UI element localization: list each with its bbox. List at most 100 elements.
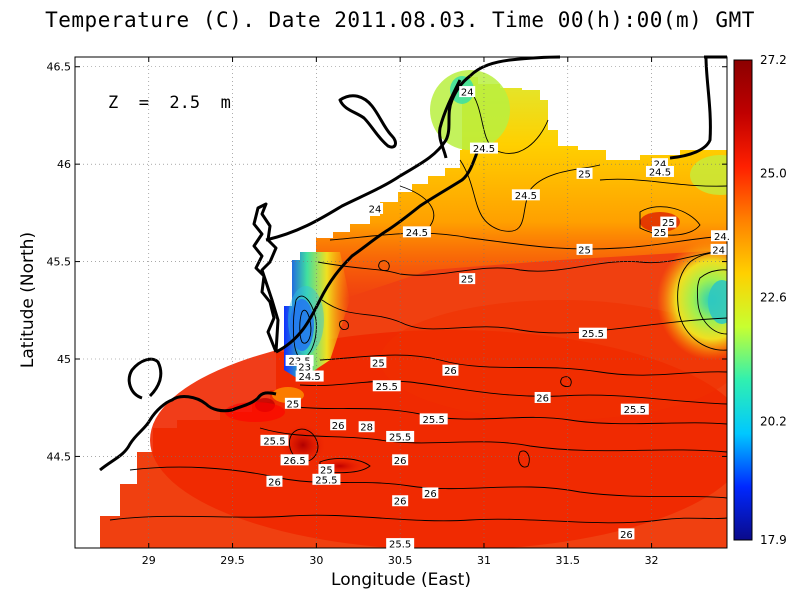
contour-label: 28 xyxy=(358,421,375,434)
y-tick-label: 46.5 xyxy=(47,61,72,74)
contour-label-text: 25.5 xyxy=(423,415,445,426)
x-tick-label: 31 xyxy=(477,554,491,567)
contour-label-bg xyxy=(442,364,459,376)
contour-label-bg xyxy=(710,243,727,255)
contour-label: 26 xyxy=(392,495,409,508)
contour-label: 26 xyxy=(392,454,409,467)
contour-label: 23 xyxy=(296,360,313,373)
x-tick-label: 30.5 xyxy=(388,554,413,567)
contour-label-bg xyxy=(459,86,476,98)
y-tick-label: 44.5 xyxy=(47,450,72,463)
contour-label-bg xyxy=(651,158,668,170)
contour-label-text: 24.5 xyxy=(406,228,428,239)
colorbar-label: 25.0 xyxy=(760,167,787,181)
contour-label-text: 24.5 xyxy=(515,191,537,202)
contour-label: 26 xyxy=(330,419,347,432)
contour-label-bg xyxy=(618,528,635,540)
y-tick-label: 45 xyxy=(57,353,71,366)
contour-label: 25 xyxy=(284,397,301,410)
contour-label: 24 xyxy=(367,202,384,215)
coastline-west xyxy=(252,202,280,353)
contour-label: 24.5 xyxy=(645,165,674,178)
contour-label: 24 xyxy=(710,243,727,256)
contour-label-bg xyxy=(260,434,289,446)
contour-label: 24 xyxy=(459,86,476,99)
contour-label-text: 26 xyxy=(394,456,407,467)
contour-label-bg xyxy=(392,454,409,466)
x-tick-label: 30 xyxy=(309,554,323,567)
contour-label-bg xyxy=(710,230,733,242)
contour-label-bg xyxy=(534,391,551,403)
contour-label-bg xyxy=(295,370,324,382)
contour-label-bg xyxy=(312,473,341,485)
contour-label-text: 24.5 xyxy=(299,372,321,383)
contour-label-text: 25.5 xyxy=(315,475,337,486)
contour-label: 24 xyxy=(651,158,668,171)
contour-label: 26 xyxy=(618,528,635,541)
contour-label-bg xyxy=(578,327,607,339)
contour-label: 25.5 xyxy=(578,327,607,340)
contour-label-bg xyxy=(392,495,409,507)
contour-label: 25 xyxy=(370,356,387,369)
contour-label: 25 xyxy=(576,167,593,180)
contour-label: 24. xyxy=(710,230,733,243)
contour-label-text: 24 xyxy=(369,204,382,215)
contour-label: 24.5 xyxy=(511,189,540,202)
contour-label-bg xyxy=(422,487,439,499)
contour-label-bg xyxy=(620,403,649,415)
y-axis-label: Latitude (North) xyxy=(18,231,38,369)
contour-label-bg xyxy=(285,354,314,366)
contour-label-text: 26 xyxy=(444,366,457,377)
y-tick-label: 46 xyxy=(57,158,71,171)
contour-label-text: 24.5 xyxy=(473,144,495,155)
y-tick-label: 45.5 xyxy=(47,256,72,269)
contour-label-text: 25 xyxy=(654,228,667,239)
contour-label: 26 xyxy=(442,364,459,377)
contour-label-bg xyxy=(419,413,448,425)
contour-label-text: 26 xyxy=(620,530,633,541)
contour-label-bg xyxy=(318,464,335,476)
contour-label: 26 xyxy=(422,487,439,500)
contour-label-text: 25.5 xyxy=(389,432,411,443)
contour-label-bg xyxy=(266,475,283,487)
contour-label: 25.5 xyxy=(312,473,341,486)
contour-label: 24.5 xyxy=(402,226,431,239)
contour-label: 24.5 xyxy=(295,370,324,383)
x-tick-label: 32 xyxy=(645,554,659,567)
contour-label-bg xyxy=(372,380,401,392)
contour-label: 25.5 xyxy=(260,434,289,447)
contour-label-bg xyxy=(402,226,431,238)
contour-label: 25 xyxy=(576,243,593,256)
colorbar-label: 27.2 xyxy=(760,53,787,67)
coastline-delta xyxy=(275,149,480,354)
map-title: Temperature (C). Date 2011.08.03. Time 0… xyxy=(45,8,755,32)
contour-label-text: 25 xyxy=(578,169,591,180)
contour-label-text: 26 xyxy=(394,497,407,508)
contour-label-text: 25.5 xyxy=(624,405,646,416)
contour-label-text: 23 xyxy=(298,362,311,373)
y-axis-ticks: 46.5 46 45.5 45 44.5 xyxy=(47,61,727,463)
contour-label-text: 26 xyxy=(536,393,549,404)
contour-label: 24.5 xyxy=(469,142,498,155)
contour-label-bg xyxy=(511,189,540,201)
contour-label-text: 24. xyxy=(714,232,730,243)
contour-label-text: 24.5 xyxy=(649,167,671,178)
contour-label-bg xyxy=(469,142,498,154)
contour-label-text: 25 xyxy=(461,275,474,286)
coastline-bay xyxy=(127,357,163,400)
contour-label-bg xyxy=(296,360,313,372)
contour-label-text: 26.5 xyxy=(283,456,305,467)
contour-label-bg xyxy=(386,430,415,442)
colorbar xyxy=(733,59,753,541)
contour-label-text: 25.5 xyxy=(263,436,285,447)
grid-lines xyxy=(75,57,727,548)
contour-label: 26.5 xyxy=(280,454,309,467)
contour-label-text: 24 xyxy=(654,160,667,171)
contour-label-text: 25.5 xyxy=(376,382,398,393)
contour-label: 25.5 xyxy=(419,413,448,426)
contour-label-text: 25 xyxy=(578,245,591,256)
contour-label-text: 25.5 xyxy=(389,540,411,551)
contour-label: 25.5 xyxy=(620,403,649,416)
contour-label: 26 xyxy=(266,475,283,488)
